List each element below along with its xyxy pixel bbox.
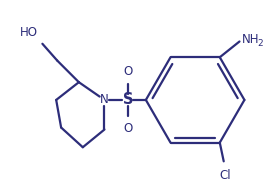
- Text: N: N: [100, 93, 109, 106]
- Text: O: O: [124, 122, 133, 135]
- Text: HO: HO: [19, 26, 38, 39]
- Text: 2: 2: [257, 39, 263, 48]
- Text: S: S: [123, 92, 133, 107]
- Text: Cl: Cl: [219, 169, 230, 182]
- Text: O: O: [124, 65, 133, 78]
- Text: NH: NH: [241, 33, 259, 46]
